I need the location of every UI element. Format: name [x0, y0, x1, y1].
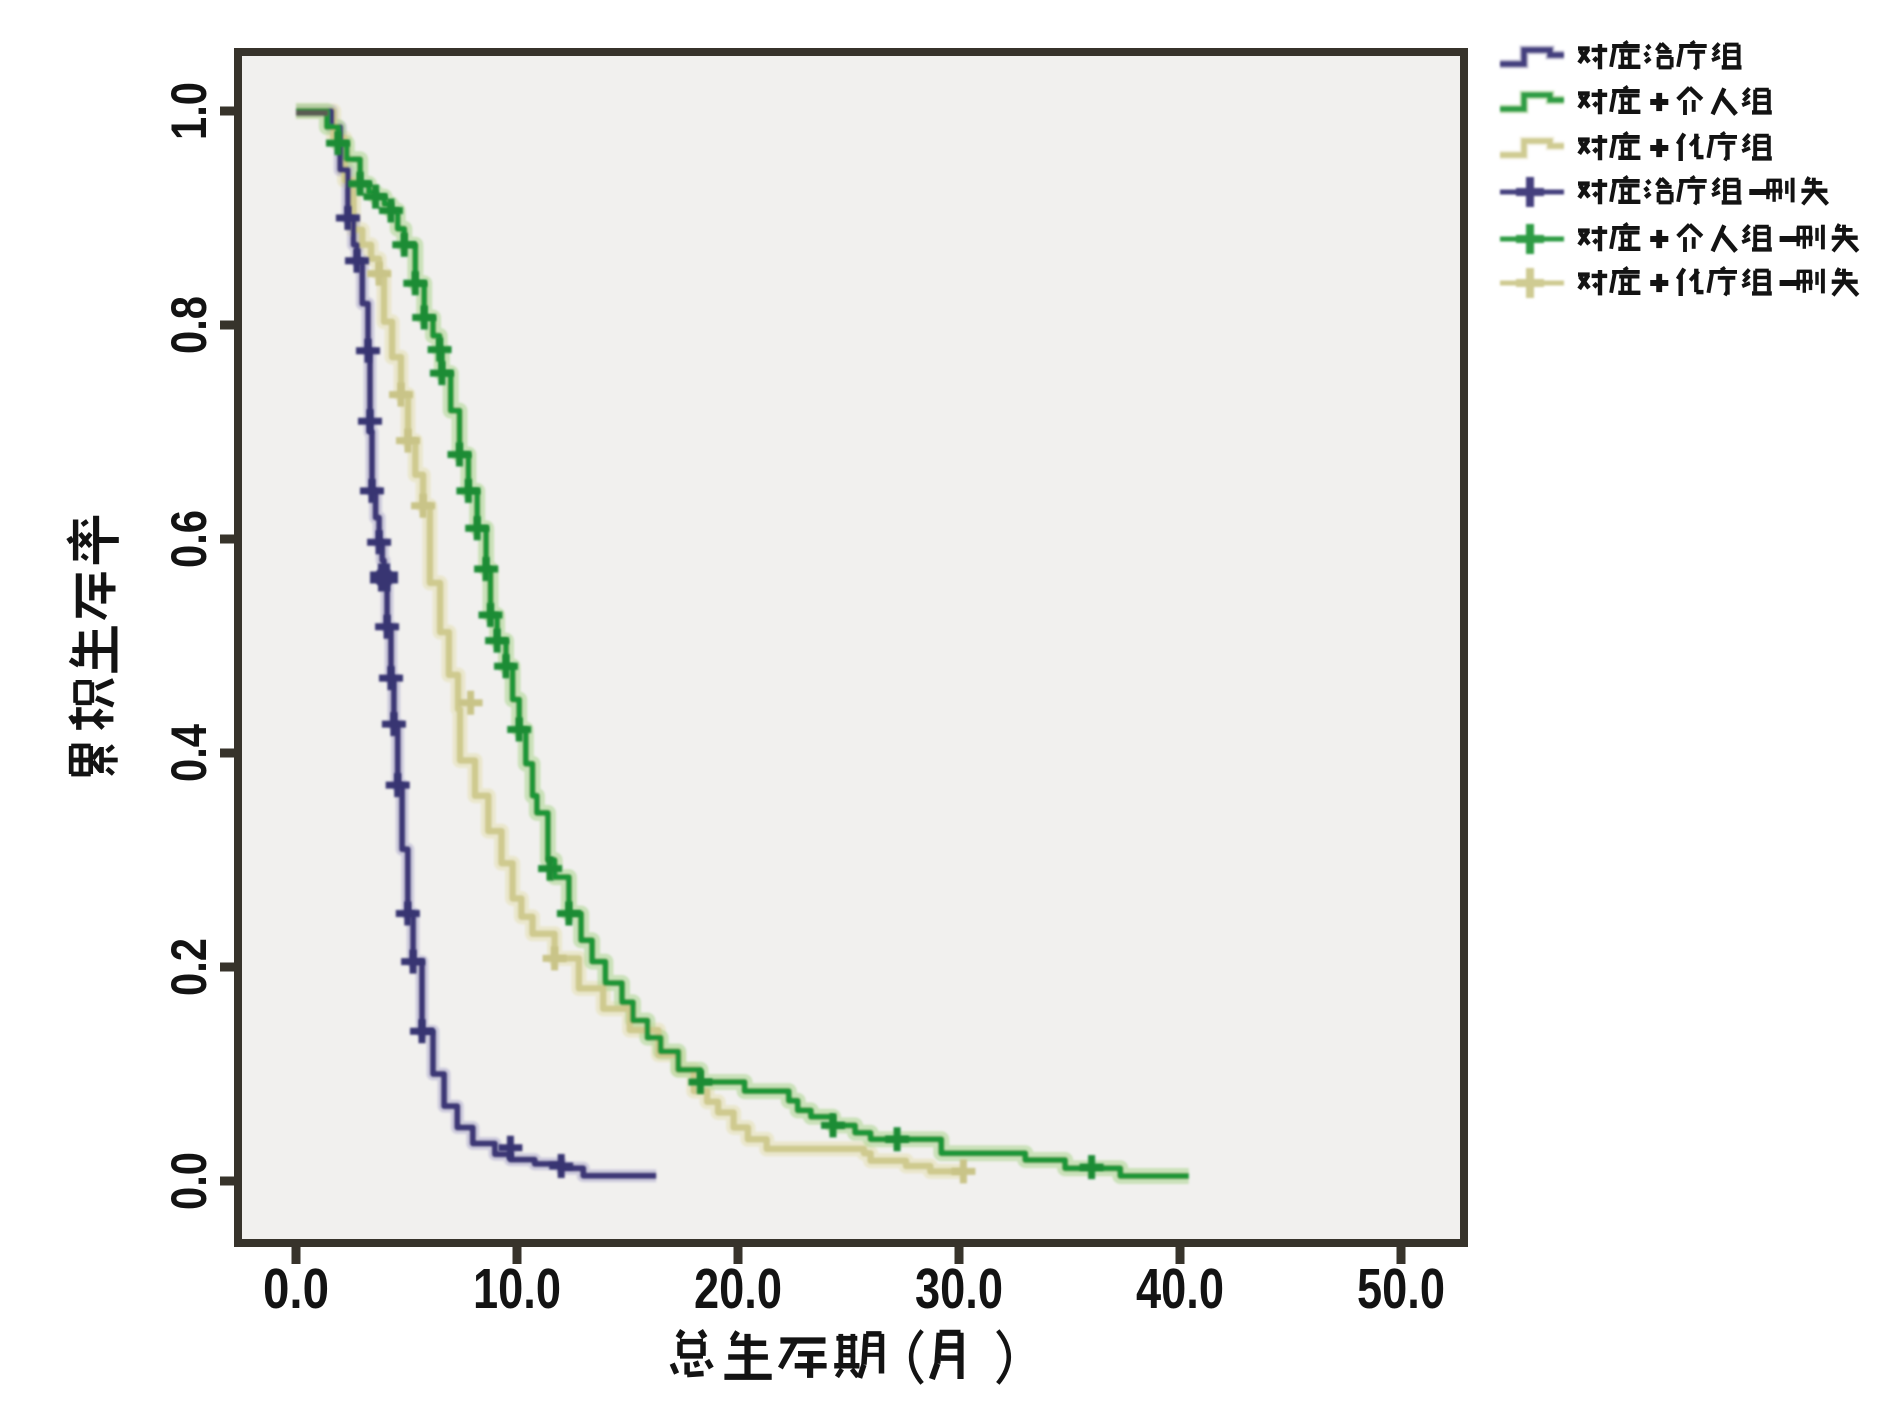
svg-text:0.0: 0.0 [263, 1257, 329, 1321]
svg-text:1.0: 1.0 [161, 82, 217, 140]
svg-text:0.8: 0.8 [161, 296, 217, 354]
svg-text:10.0: 10.0 [473, 1257, 561, 1321]
svg-text:20.0: 20.0 [694, 1257, 782, 1321]
svg-text:30.0: 30.0 [915, 1257, 1003, 1321]
svg-text:0.6: 0.6 [161, 510, 217, 568]
svg-text:40.0: 40.0 [1136, 1257, 1224, 1321]
svg-text:50.0: 50.0 [1357, 1257, 1445, 1321]
svg-text:0.0: 0.0 [161, 1152, 217, 1210]
svg-text:0.4: 0.4 [161, 724, 217, 782]
svg-text:0.2: 0.2 [161, 938, 217, 996]
